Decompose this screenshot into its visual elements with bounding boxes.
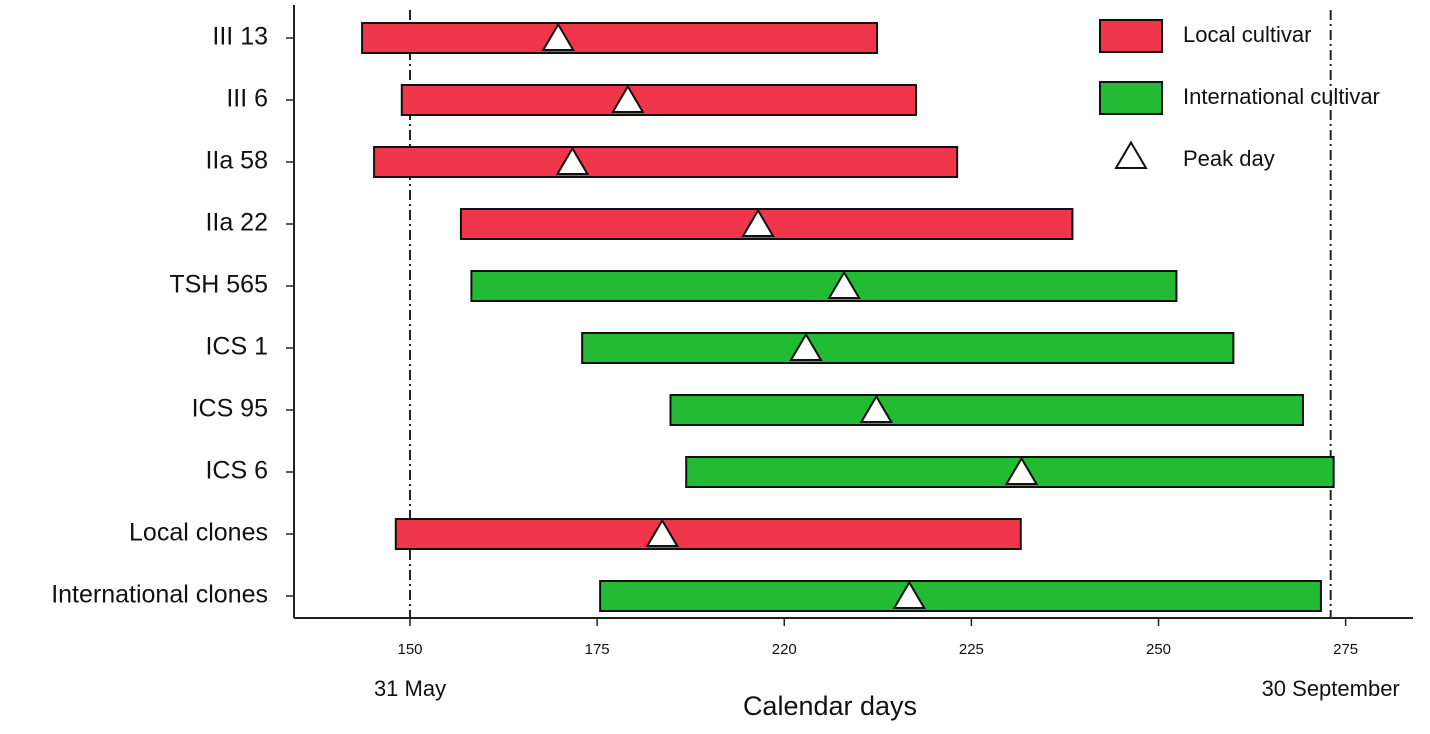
x-tick-label: 225 xyxy=(959,641,984,658)
legend-label: Local cultivar xyxy=(1183,22,1311,47)
y-tick-label: III 13 xyxy=(212,23,268,51)
y-tick-label: Local clones xyxy=(129,519,268,547)
y-tick-label: IIa 22 xyxy=(205,209,268,237)
peak-marker xyxy=(827,270,861,299)
y-tick-label: ICS 95 xyxy=(192,395,268,423)
bar xyxy=(394,518,1022,550)
peak-marker xyxy=(645,518,680,547)
peak-marker xyxy=(859,394,894,423)
peak-marker xyxy=(892,580,927,609)
bar xyxy=(581,332,1235,364)
x-axis-title: Calendar days xyxy=(743,691,917,721)
x-tick-label: 250 xyxy=(1146,641,1171,658)
peak-marker xyxy=(541,22,575,51)
x-tick-label: 275 xyxy=(1333,641,1358,658)
x-tick-label: 150 xyxy=(398,641,423,658)
y-tick-label: ICS 6 xyxy=(205,457,268,485)
bar xyxy=(599,580,1322,612)
peak-marker xyxy=(741,208,775,237)
legend-swatch xyxy=(1099,19,1163,53)
legend-label: Peak day xyxy=(1183,146,1275,171)
bar xyxy=(373,146,959,178)
bar xyxy=(400,84,917,116)
legend-label: International cultivar xyxy=(1183,84,1380,109)
bar xyxy=(470,270,1178,302)
reference-label: 31 May xyxy=(374,676,446,701)
y-tick-label: International clones xyxy=(51,581,268,609)
x-tick-label: 220 xyxy=(772,641,797,658)
x-tick-label: 175 xyxy=(585,641,610,658)
bar xyxy=(669,394,1304,426)
y-tick-label: III 6 xyxy=(226,85,268,113)
peak-marker xyxy=(555,146,590,175)
bar xyxy=(361,22,879,54)
y-tick-label: IIa 58 xyxy=(205,147,268,175)
legend-swatch xyxy=(1099,81,1163,115)
peak-marker xyxy=(789,332,823,361)
peak-marker xyxy=(1004,456,1039,485)
y-tick-label: TSH 565 xyxy=(169,271,268,299)
reference-label: 30 September xyxy=(1262,676,1400,701)
y-tick-label: ICS 1 xyxy=(205,333,268,361)
peak-marker xyxy=(611,84,645,113)
legend-peak-marker xyxy=(1114,140,1148,169)
